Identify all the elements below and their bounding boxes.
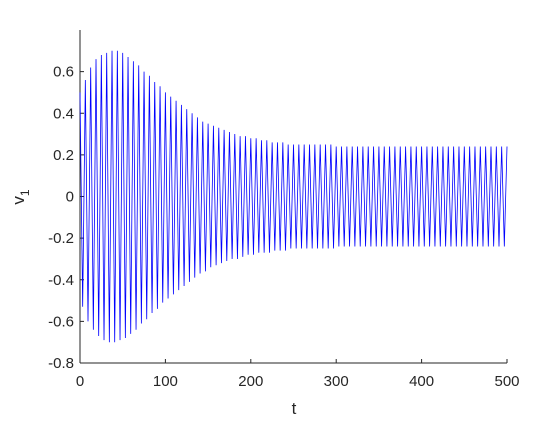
y-label-sub: 1 bbox=[18, 189, 32, 196]
x-tick-label: 100 bbox=[153, 373, 178, 390]
y-axis-label: v1 bbox=[9, 189, 32, 205]
y-tick-label: -0.2 bbox=[48, 230, 74, 247]
x-tick-label: 400 bbox=[409, 373, 434, 390]
y-tick-label: 0.6 bbox=[53, 64, 74, 81]
y-tick-label: 0 bbox=[66, 189, 74, 206]
x-tick-label: 500 bbox=[494, 373, 519, 390]
x-tick-label: 200 bbox=[238, 373, 263, 390]
x-tick-label: 300 bbox=[324, 373, 349, 390]
y-tick-label: -0.4 bbox=[48, 272, 74, 289]
x-axis-label: t bbox=[292, 399, 297, 418]
y-tick-label: -0.8 bbox=[48, 355, 74, 372]
y-tick-label: 0.4 bbox=[53, 105, 74, 122]
y-tick-label: -0.6 bbox=[48, 313, 74, 330]
y-label-base: v bbox=[9, 196, 28, 205]
x-tick-label: 0 bbox=[76, 373, 84, 390]
data-line bbox=[79, 50, 508, 343]
y-tick-label: 0.2 bbox=[53, 147, 74, 164]
